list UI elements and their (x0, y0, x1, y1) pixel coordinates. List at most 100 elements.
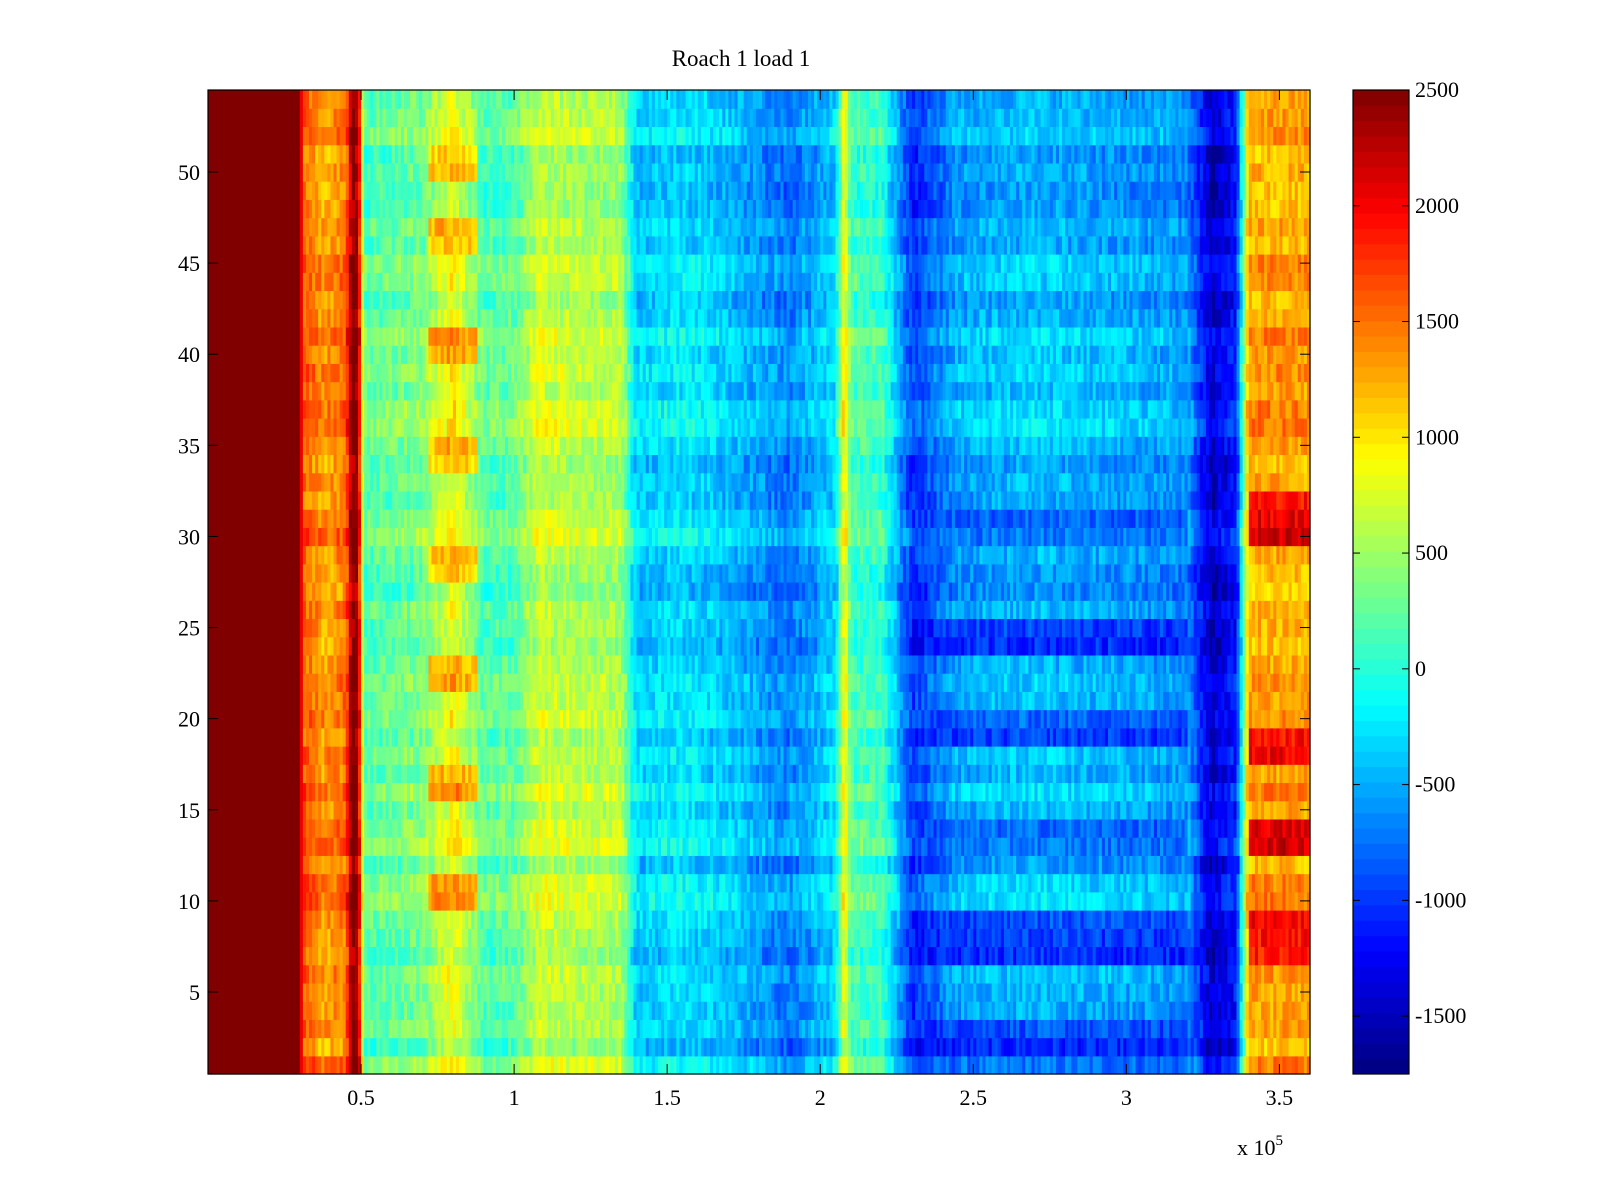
heatmap-cell (419, 1019, 423, 1039)
heatmap-cell (272, 1055, 276, 1075)
heatmap-cell (324, 1037, 328, 1057)
heatmap-cell (1160, 1055, 1164, 1075)
heatmap-cell (826, 964, 830, 984)
heatmap-cell (560, 946, 564, 966)
heatmap-cell (826, 946, 830, 966)
heatmap-cell (1065, 946, 1069, 966)
heatmap-cell (342, 891, 347, 911)
heatmap-cell (1003, 891, 1008, 911)
heatmap-cell (1184, 1019, 1189, 1039)
heatmap-cell (661, 964, 665, 984)
heatmap-cell (281, 873, 286, 893)
heatmap-cell (1187, 873, 1192, 893)
heatmap-cell (820, 928, 824, 948)
heatmap-cell (507, 1037, 512, 1057)
heatmap-cell (278, 1001, 283, 1020)
heatmap-cell (866, 1019, 870, 1039)
heatmap-cell (514, 1019, 518, 1039)
heatmap-cell (211, 964, 215, 984)
heatmap-cell (820, 982, 824, 1002)
heatmap-cell (703, 1001, 708, 1020)
heatmap-cell (593, 1001, 598, 1020)
heatmap-cell (587, 928, 592, 948)
heatmap-cell (1062, 873, 1066, 893)
heatmap-cell (703, 928, 708, 948)
heatmap-cell (1098, 964, 1103, 984)
heatmap-cell (367, 964, 371, 984)
heatmap-cell (627, 946, 632, 966)
heatmap-cell (1306, 1001, 1311, 1020)
heatmap-cell (1300, 873, 1305, 893)
heatmap-cell (556, 1037, 561, 1057)
heatmap-cell (688, 982, 693, 1002)
heatmap-cell (400, 928, 405, 948)
heatmap-cell (217, 1001, 221, 1020)
heatmap-cell (615, 1019, 619, 1039)
heatmap-cell (1052, 873, 1057, 893)
heatmap-cell (336, 1055, 341, 1075)
heatmap-cell (884, 1037, 889, 1057)
heatmap-cell (676, 928, 681, 948)
heatmap-cell (217, 891, 221, 911)
heatmap-cell (759, 1001, 763, 1020)
heatmap-cell (581, 910, 586, 929)
heatmap-cell (1193, 873, 1198, 893)
heatmap-cell (783, 964, 788, 984)
heatmap-cell (939, 1055, 944, 1075)
heatmap-cell (544, 855, 549, 875)
heatmap-cell (578, 1001, 583, 1020)
heatmap-cell (318, 891, 322, 911)
heatmap-cell (957, 1001, 962, 1020)
heatmap-cell (520, 891, 524, 911)
heatmap-cell (648, 928, 653, 948)
heatmap-cell (979, 910, 984, 929)
heatmap-cell (869, 891, 873, 911)
heatmap-cell (823, 873, 827, 893)
heatmap-cell (357, 1019, 362, 1039)
heatmap-cell (590, 855, 595, 875)
heatmap-cell (238, 891, 243, 911)
heatmap-cell (1049, 946, 1054, 966)
heatmap-cell (599, 964, 604, 984)
heatmap-cell (1046, 891, 1051, 911)
heatmap-cell (357, 964, 362, 984)
heatmap-cell (1169, 910, 1173, 929)
heatmap-cell (719, 1001, 723, 1020)
heatmap-cell (284, 1001, 289, 1020)
heatmap-cell (979, 1055, 984, 1075)
heatmap-cell (734, 982, 739, 1002)
heatmap-cell (657, 928, 662, 948)
heatmap-cell (759, 946, 763, 966)
heatmap-cell (624, 1001, 628, 1020)
heatmap-cell (921, 1001, 925, 1020)
heatmap-cell (1092, 910, 1097, 929)
heatmap-cell (235, 1019, 240, 1039)
heatmap-cell (1003, 873, 1008, 893)
heatmap-cell (921, 946, 925, 966)
heatmap-cell (1046, 910, 1051, 929)
heatmap-cell (716, 873, 720, 893)
heatmap-cell (951, 982, 956, 1002)
heatmap-cell (1251, 928, 1256, 948)
heatmap-cell (948, 910, 953, 929)
heatmap-cell (523, 891, 527, 911)
heatmap-cell (501, 928, 506, 948)
heatmap-cell (431, 855, 436, 875)
heatmap-cell (1052, 910, 1057, 929)
heatmap-cell (918, 855, 922, 875)
heatmap-cell (575, 910, 579, 929)
heatmap-cell (1254, 928, 1259, 948)
heatmap-cell (425, 1019, 429, 1039)
heatmap-cell (801, 946, 806, 966)
heatmap-cell (982, 891, 987, 911)
heatmap-cell (1202, 1055, 1207, 1075)
heatmap-cell (385, 1001, 390, 1020)
heatmap-cell (716, 1037, 720, 1057)
heatmap-cell (446, 946, 451, 966)
heatmap-cell (1208, 1037, 1213, 1057)
heatmap-cell (661, 910, 665, 929)
heatmap-cell (382, 891, 387, 911)
heatmap-cell (238, 1055, 243, 1075)
heatmap-cell (296, 873, 301, 893)
heatmap-cell (1144, 1019, 1149, 1039)
